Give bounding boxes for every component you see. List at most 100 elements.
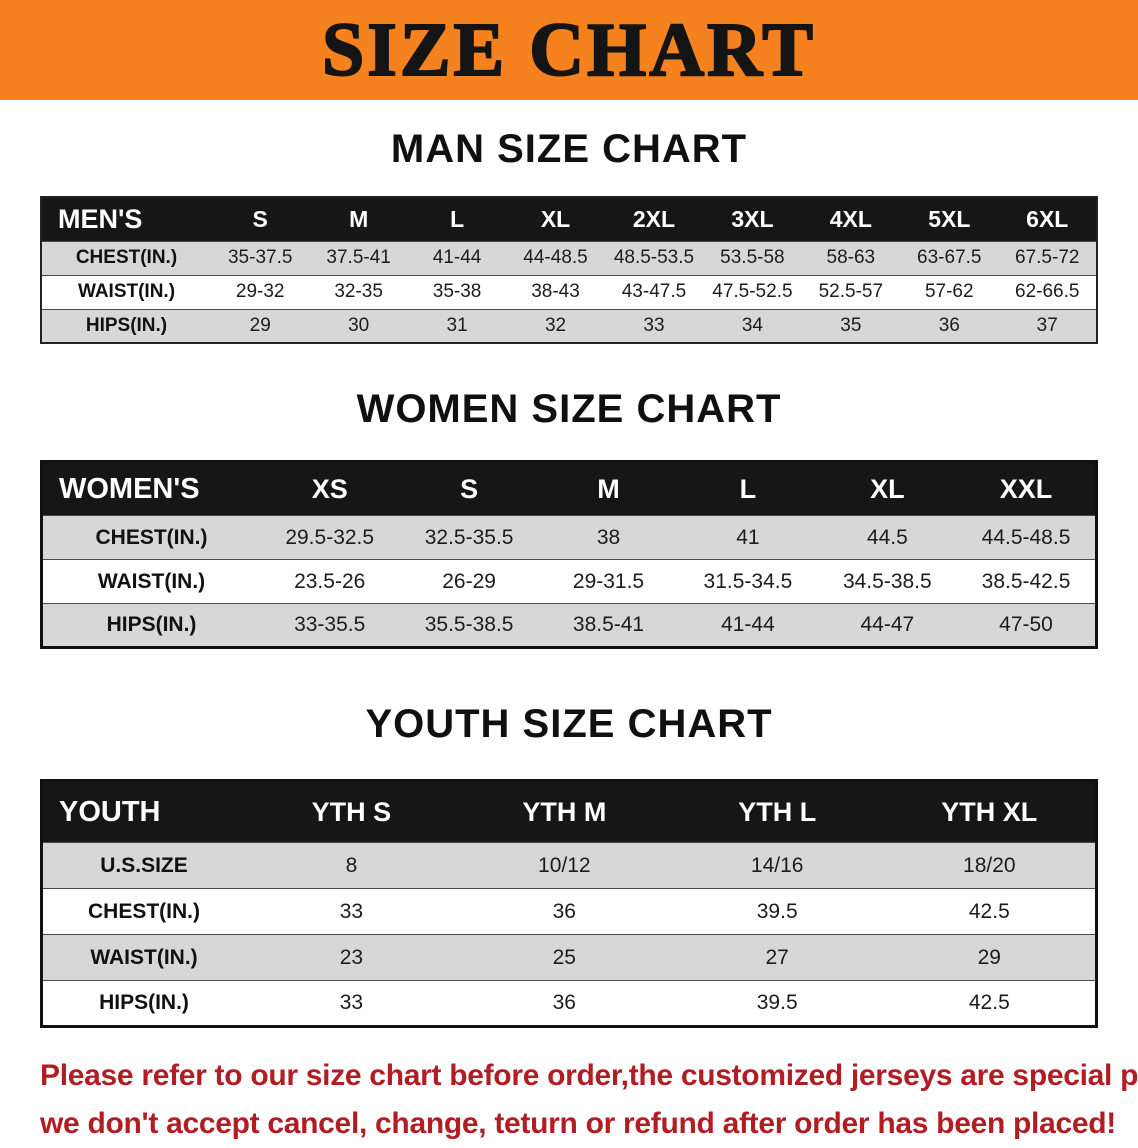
size-value-cell: 43-47.5 (604, 274, 704, 310)
size-value-cell: 32-35 (309, 274, 408, 310)
table-row: HIPS(IN.) 29 30 31 32 33 34 35 36 37 (41, 308, 1097, 344)
size-value-cell: 31 (407, 308, 507, 344)
size-value-cell: 38 (538, 515, 679, 560)
size-value-cell: 63-67.5 (900, 240, 999, 276)
table-header-row: YOUTH YTH S YTH M YTH L YTH XL (41, 780, 1097, 843)
table-header-row: WOMEN'S XS S M L XL XXL (41, 461, 1097, 516)
size-value-cell: 35-37.5 (211, 240, 310, 276)
size-value-cell: 39.5 (670, 888, 884, 935)
size-value-cell: 57-62 (900, 274, 999, 310)
women-size-table: WOMEN'S XS S M L XL XXL CHEST(IN.) 29.5-32.5 32.5… (40, 460, 1098, 649)
table-title-cell: WOMEN'S (41, 461, 260, 516)
size-value-cell: 29 (211, 308, 310, 344)
size-header-cell: M (538, 461, 679, 516)
size-value-cell: 38.5-41 (538, 603, 679, 648)
size-header-cell: YTH S (245, 780, 458, 843)
table-row: CHEST(IN.) 29.5-32.5 32.5-35.5 38 41 44.5 44.5… (41, 515, 1097, 560)
size-value-cell: 34.5-38.5 (817, 559, 958, 604)
size-value-cell: 38.5-42.5 (957, 559, 1097, 604)
size-value-cell: 25 (457, 934, 671, 981)
notice-line-1: Please refer to our size chart before or… (40, 1059, 1138, 1092)
size-value-cell: 35 (801, 308, 901, 344)
size-value-cell: 52.5-57 (801, 274, 901, 310)
size-value-cell: 44.5 (817, 515, 958, 560)
row-label-cell: WAIST(IN.) (41, 559, 260, 604)
size-value-cell: 53.5-58 (703, 240, 802, 276)
size-header-cell: 6XL (998, 197, 1097, 241)
row-label-cell: CHEST(IN.) (41, 888, 245, 935)
size-value-cell: 35.5-38.5 (399, 603, 539, 648)
size-value-cell: 36 (900, 308, 999, 344)
table-row: WAIST(IN.) 23.5-26 26-29 29-31.5 31.5-34.5 34… (41, 559, 1097, 604)
size-header-cell: 3XL (703, 197, 802, 241)
size-value-cell: 29-32 (211, 274, 310, 310)
men-size-table: MEN'S S M L XL 2XL 3XL 4XL 5XL 6XL CHEST(IN.) 35-37… (40, 196, 1098, 344)
size-value-cell: 33-35.5 (260, 603, 400, 648)
size-header-cell: YTH L (670, 780, 884, 843)
row-label-cell: U.S.SIZE (41, 842, 245, 889)
size-value-cell: 31.5-34.5 (678, 559, 818, 604)
size-value-cell: 37 (998, 308, 1097, 344)
size-value-cell: 41-44 (407, 240, 507, 276)
table-row: WAIST(IN.) 29-32 32-35 35-38 38-43 43-47.5 47.… (41, 274, 1097, 310)
size-header-cell: 2XL (604, 197, 704, 241)
table-title-cell: MEN'S (41, 197, 211, 241)
size-value-cell: 27 (670, 934, 884, 981)
row-label-cell: CHEST(IN.) (41, 240, 211, 276)
size-value-cell: 35-38 (407, 274, 507, 310)
size-value-cell: 47-50 (957, 603, 1097, 648)
footer-notice: Please refer to our size chart before or… (40, 1052, 1138, 1148)
size-value-cell: 67.5-72 (998, 240, 1097, 276)
youth-size-section: YOUTH SIZE CHART YOUTH YTH S YTH M YTH L YTH… (0, 701, 1138, 1028)
table-row: CHEST(IN.) 33 36 39.5 42.5 (41, 888, 1097, 935)
size-value-cell: 44-47 (817, 603, 958, 648)
size-value-cell: 58-63 (801, 240, 901, 276)
size-header-cell: YTH M (457, 780, 671, 843)
size-value-cell: 33 (604, 308, 704, 344)
size-value-cell: 33 (245, 980, 458, 1027)
size-value-cell: 62-66.5 (998, 274, 1097, 310)
size-value-cell: 37.5-41 (309, 240, 408, 276)
size-value-cell: 34 (703, 308, 802, 344)
size-value-cell: 29.5-32.5 (260, 515, 400, 560)
size-header-cell: L (407, 197, 507, 241)
size-value-cell: 32 (506, 308, 605, 344)
size-header-cell: M (309, 197, 408, 241)
size-value-cell: 23 (245, 934, 458, 981)
row-label-cell: HIPS(IN.) (41, 603, 260, 648)
row-label-cell: HIPS(IN.) (41, 308, 211, 344)
size-value-cell: 39.5 (670, 980, 884, 1027)
men-section-heading: MAN SIZE CHART (390, 127, 748, 171)
table-row: HIPS(IN.) 33 36 39.5 42.5 (41, 980, 1097, 1027)
size-header-cell: XL (817, 461, 958, 516)
size-value-cell: 44-48.5 (506, 240, 605, 276)
size-header-cell: XS (260, 461, 400, 516)
row-label-cell: CHEST(IN.) (41, 515, 260, 560)
size-value-cell: 14/16 (670, 842, 884, 889)
youth-section-heading: YOUTH SIZE CHART (365, 702, 773, 746)
size-header-cell: XXL (957, 461, 1097, 516)
size-header-cell: 5XL (900, 197, 999, 241)
table-header-row: MEN'S S M L XL 2XL 3XL 4XL 5XL 6XL (41, 197, 1097, 241)
size-value-cell: 42.5 (883, 888, 1097, 935)
size-value-cell: 23.5-26 (260, 559, 400, 604)
table-row: U.S.SIZE 8 10/12 14/16 18/20 (41, 842, 1097, 889)
size-value-cell: 8 (245, 842, 458, 889)
size-value-cell: 38-43 (506, 274, 605, 310)
size-value-cell: 26-29 (399, 559, 539, 604)
banner: SIZE CHART (0, 0, 1138, 100)
size-value-cell: 41 (678, 515, 818, 560)
size-value-cell: 47.5-52.5 (703, 274, 802, 310)
size-value-cell: 29 (883, 934, 1097, 981)
youth-size-table: YOUTH YTH S YTH M YTH L YTH XL U.S.SIZE 8 10/12… (40, 779, 1098, 1028)
size-value-cell: 29-31.5 (538, 559, 679, 604)
size-value-cell: 44.5-48.5 (957, 515, 1097, 560)
size-header-cell: 4XL (801, 197, 901, 241)
table-row: CHEST(IN.) 35-37.5 37.5-41 41-44 44-48.5 48.5… (41, 240, 1097, 276)
table-row: WAIST(IN.) 23 25 27 29 (41, 934, 1097, 981)
size-value-cell: 41-44 (678, 603, 818, 648)
size-value-cell: 30 (309, 308, 408, 344)
women-size-section: WOMEN SIZE CHART WOMEN'S XS S M L XL XXL CHEST(… (0, 386, 1138, 649)
size-value-cell: 33 (245, 888, 458, 935)
